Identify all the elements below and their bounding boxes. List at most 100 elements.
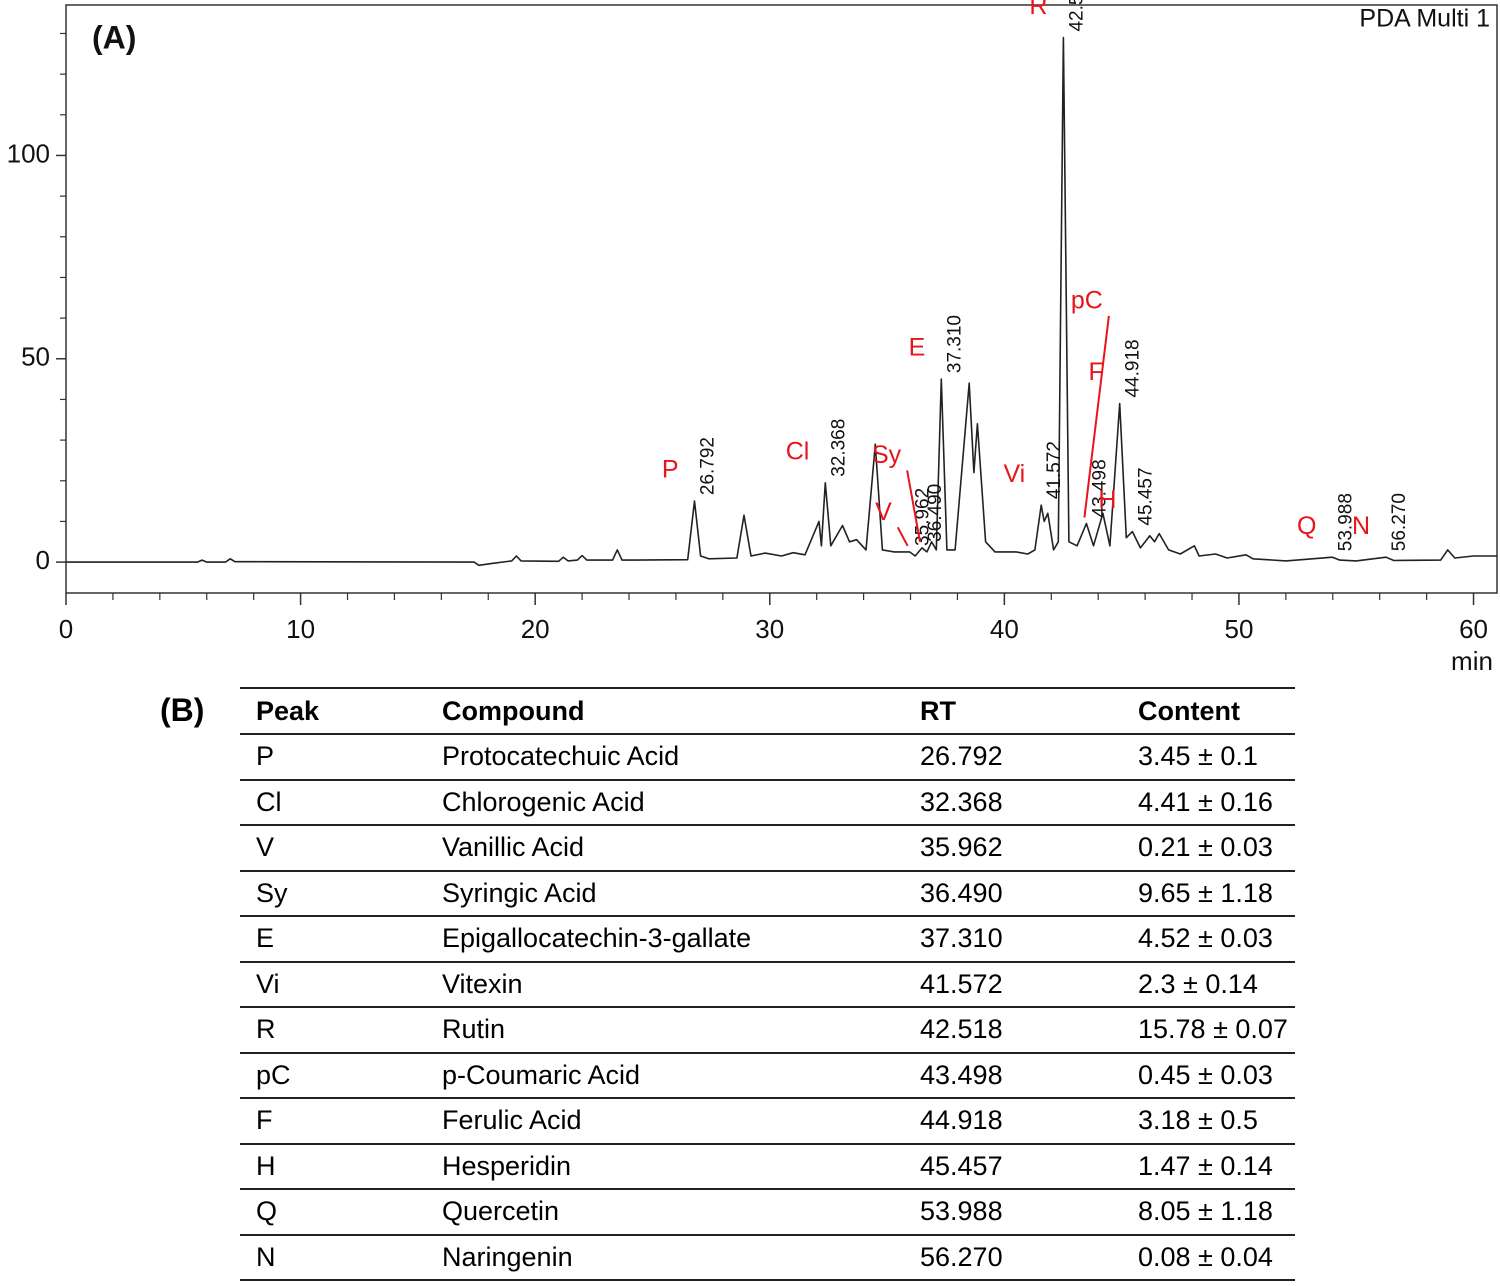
x-tick-label: 20 <box>521 614 550 644</box>
table-cell: 41.572 <box>904 961 1122 1008</box>
table-row: R Rutin 42.518 15.78 ± 0.07 <box>240 1007 1295 1054</box>
table-cell: Protocatechuic Acid <box>426 734 904 781</box>
x-tick-label: 0 <box>59 614 73 644</box>
table-cell: Ferulic Acid <box>426 1098 904 1145</box>
table-cell: pC <box>240 1052 426 1099</box>
peak-rt-label: 36.490 <box>925 484 946 542</box>
x-tick-label: 60 <box>1459 614 1488 644</box>
peak-label: Q <box>1297 512 1316 540</box>
column-header: Peak <box>240 687 426 735</box>
detector-label: PDA Multi 1 <box>1359 5 1490 33</box>
table-cell: F <box>240 1098 426 1145</box>
table-cell: Quercetin <box>426 1189 904 1236</box>
leader-line <box>1083 315 1110 518</box>
table-cell: 44.918 <box>904 1098 1122 1145</box>
column-header: Content <box>1122 687 1295 735</box>
peak-label: V <box>875 498 892 526</box>
peak-label: pC <box>1071 286 1103 314</box>
peak-rt-label: 42.518 <box>1066 0 1087 32</box>
table-cell: Naringenin <box>426 1234 904 1281</box>
peak-rt-label: 26.792 <box>698 437 719 495</box>
peak-rt-label: 43.498 <box>1089 459 1110 517</box>
y-tick-label: 100 <box>7 138 50 168</box>
table-cell: Rutin <box>426 1007 904 1054</box>
table-row: Sy Syringic Acid 36.490 9.65 ± 1.18 <box>240 870 1295 917</box>
x-tick-label: 30 <box>755 614 784 644</box>
table-cell: Syringic Acid <box>426 870 904 917</box>
table-cell: Sy <box>240 870 426 917</box>
peak-label: Vi <box>1003 460 1025 488</box>
peak-label: P <box>662 456 679 484</box>
table-cell: 53.988 <box>904 1189 1122 1236</box>
plot-frame <box>65 4 1498 594</box>
table-cell: Hesperidin <box>426 1143 904 1190</box>
table-row: Vi Vitexin 41.572 2.3 ± 0.14 <box>240 961 1295 1008</box>
chromatogram: (A) PDA Multi 1 min 0 10 20 30 40 50 60 0 50 100 P… <box>7 0 1498 676</box>
table-cell: 9.65 ± 1.18 <box>1122 870 1295 917</box>
table-cell: 1.47 ± 0.14 <box>1122 1143 1295 1190</box>
table-cell: Chlorogenic Acid <box>426 779 904 826</box>
panel-label: (B) <box>160 692 205 728</box>
x-tick-label: 40 <box>990 614 1019 644</box>
table-cell: 8.05 ± 1.18 <box>1122 1189 1295 1236</box>
table-row: Cl Chlorogenic Acid 32.368 4.41 ± 0.16 <box>240 779 1295 826</box>
x-tick-label: 10 <box>286 614 315 644</box>
y-tick-label: 50 <box>21 342 50 372</box>
table-cell: 32.368 <box>904 779 1122 826</box>
table-cell: P <box>240 734 426 781</box>
peak-label: Cl <box>786 437 810 465</box>
peak-label: F <box>1088 358 1103 386</box>
table-cell: 45.457 <box>904 1143 1122 1190</box>
table-cell: 3.45 ± 0.1 <box>1122 734 1295 781</box>
table-cell: E <box>240 916 426 963</box>
chromatogram-trace <box>66 36 1497 567</box>
table-row: Q Quercetin 53.988 8.05 ± 1.18 <box>240 1189 1295 1236</box>
table-cell: 26.792 <box>904 734 1122 781</box>
y-tick-label: 0 <box>36 545 50 575</box>
table-cell: Vanillic Acid <box>426 825 904 872</box>
x-axis-label: min <box>1451 646 1493 676</box>
peak-rt-label: 56.270 <box>1389 493 1410 551</box>
peak-rt-label: 41.572 <box>1044 441 1065 499</box>
compound-table: Peak Compound RT Content P Protocatechuic Aci… <box>240 687 1295 1281</box>
table-cell: 15.78 ± 0.07 <box>1122 1007 1295 1054</box>
table-row: pC p-Coumaric Acid 43.498 0.45 ± 0.03 <box>240 1052 1295 1099</box>
table-row: F Ferulic Acid 44.918 3.18 ± 0.5 <box>240 1098 1295 1145</box>
column-header: RT <box>904 687 1122 735</box>
table-cell: Vitexin <box>426 961 904 1008</box>
table-cell: 0.45 ± 0.03 <box>1122 1052 1295 1099</box>
column-header: Compound <box>426 687 904 735</box>
table-cell: R <box>240 1007 426 1054</box>
table-cell: 4.52 ± 0.03 <box>1122 916 1295 963</box>
table-cell: 2.3 ± 0.14 <box>1122 961 1295 1008</box>
table-cell: 43.498 <box>904 1052 1122 1099</box>
table-row: N Naringenin 56.270 0.08 ± 0.04 <box>240 1234 1295 1281</box>
leader-line <box>896 526 909 547</box>
table-cell: Q <box>240 1189 426 1236</box>
peak-label: E <box>909 334 926 362</box>
table-row: V Vanillic Acid 35.962 0.21 ± 0.03 <box>240 825 1295 872</box>
table-cell: 4.41 ± 0.16 <box>1122 779 1295 826</box>
peak-label: H <box>1098 486 1116 514</box>
table-row: P Protocatechuic Acid 26.792 3.45 ± 0.1 <box>240 734 1295 781</box>
table-cell: 56.270 <box>904 1234 1122 1281</box>
table-cell: Cl <box>240 779 426 826</box>
peak-rt-label: 53.988 <box>1336 493 1357 551</box>
peak-label: R <box>1029 0 1047 20</box>
table-cell: 0.21 ± 0.03 <box>1122 825 1295 872</box>
x-tick-label: 50 <box>1224 614 1253 644</box>
peak-label: N <box>1352 512 1370 540</box>
table-cell: p-Coumaric Acid <box>426 1052 904 1099</box>
table-row: H Hesperidin 45.457 1.47 ± 0.14 <box>240 1143 1295 1190</box>
table-cell: 37.310 <box>904 916 1122 963</box>
leader-line <box>906 470 922 543</box>
peak-rt-label: 44.918 <box>1123 339 1144 397</box>
peak-rt-label: 32.368 <box>828 419 849 477</box>
panel-label: (A) <box>92 19 136 55</box>
table-cell: 35.962 <box>904 825 1122 872</box>
table-cell: H <box>240 1143 426 1190</box>
table-cell: Epigallocatechin-3-gallate <box>426 916 904 963</box>
table-cell: 36.490 <box>904 870 1122 917</box>
table-cell: Vi <box>240 961 426 1008</box>
